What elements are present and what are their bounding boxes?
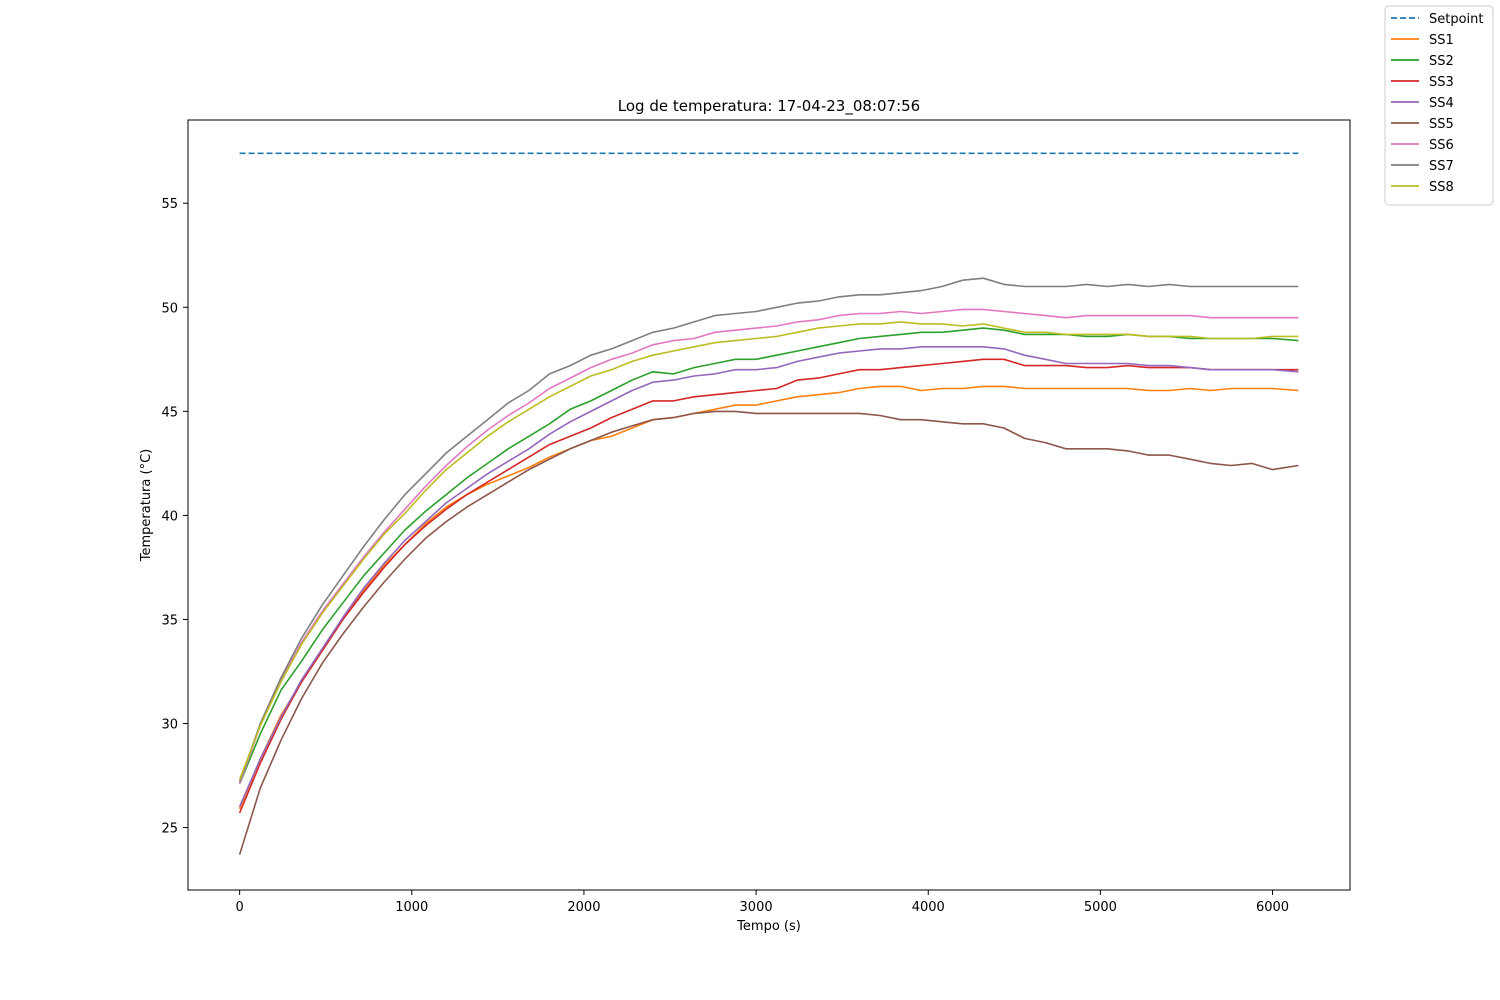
legend-label-setpoint: Setpoint: [1429, 12, 1484, 27]
legend-label-ss6: SS6: [1429, 138, 1454, 153]
x-tick-label: 1000: [395, 900, 428, 915]
x-tick-label: 6000: [1256, 900, 1289, 915]
y-axis-label: Temperatura (°C): [139, 449, 154, 562]
x-tick-label: 4000: [912, 900, 945, 915]
y-tick-label: 40: [161, 509, 178, 524]
y-tick-label: 50: [161, 301, 178, 316]
y-tick-label: 45: [161, 405, 178, 420]
x-axis-label: Tempo (s): [736, 919, 801, 934]
x-tick-label: 0: [236, 900, 244, 915]
x-tick-label: 3000: [740, 900, 773, 915]
plot-frame: [187, 119, 1351, 891]
legend-label-ss5: SS5: [1429, 117, 1454, 132]
series-line-ss8: [238, 321, 1299, 780]
legend-label-ss1: SS1: [1429, 33, 1454, 48]
y-tick-label: 25: [161, 822, 178, 837]
y-tick-label: 55: [161, 197, 178, 212]
series-line-ss6: [238, 308, 1299, 785]
series-line-ss4: [238, 345, 1299, 808]
y-tick-label: 30: [161, 718, 178, 733]
y-axis-ticks: 25 30 35 40 45 50 55: [161, 197, 188, 837]
legend-label-ss3: SS3: [1429, 75, 1454, 90]
legend-label-ss8: SS8: [1429, 180, 1454, 195]
series-line-ss3: [238, 358, 1299, 814]
y-tick-label: 35: [161, 613, 178, 628]
series-line-ss5: [238, 410, 1299, 855]
chart-title: Log de temperatura: 17-04-23_08:07:56: [618, 97, 920, 116]
series-line-ss2: [238, 327, 1299, 785]
x-tick-label: 5000: [1084, 900, 1117, 915]
legend: Setpoint SS1 SS2 SS3 SS4 SS5 SS6 SS7 SS8: [1384, 5, 1494, 206]
series-line-ss7: [238, 277, 1299, 783]
x-tick-label: 2000: [567, 900, 600, 915]
legend-label-ss7: SS7: [1429, 159, 1454, 174]
legend-box: [1384, 5, 1494, 206]
x-axis-ticks: 0 1000 2000 3000 4000 5000 6000: [236, 890, 1289, 915]
series-lines: [238, 152, 1299, 855]
legend-label-ss4: SS4: [1429, 96, 1454, 111]
legend-label-ss2: SS2: [1429, 54, 1454, 69]
